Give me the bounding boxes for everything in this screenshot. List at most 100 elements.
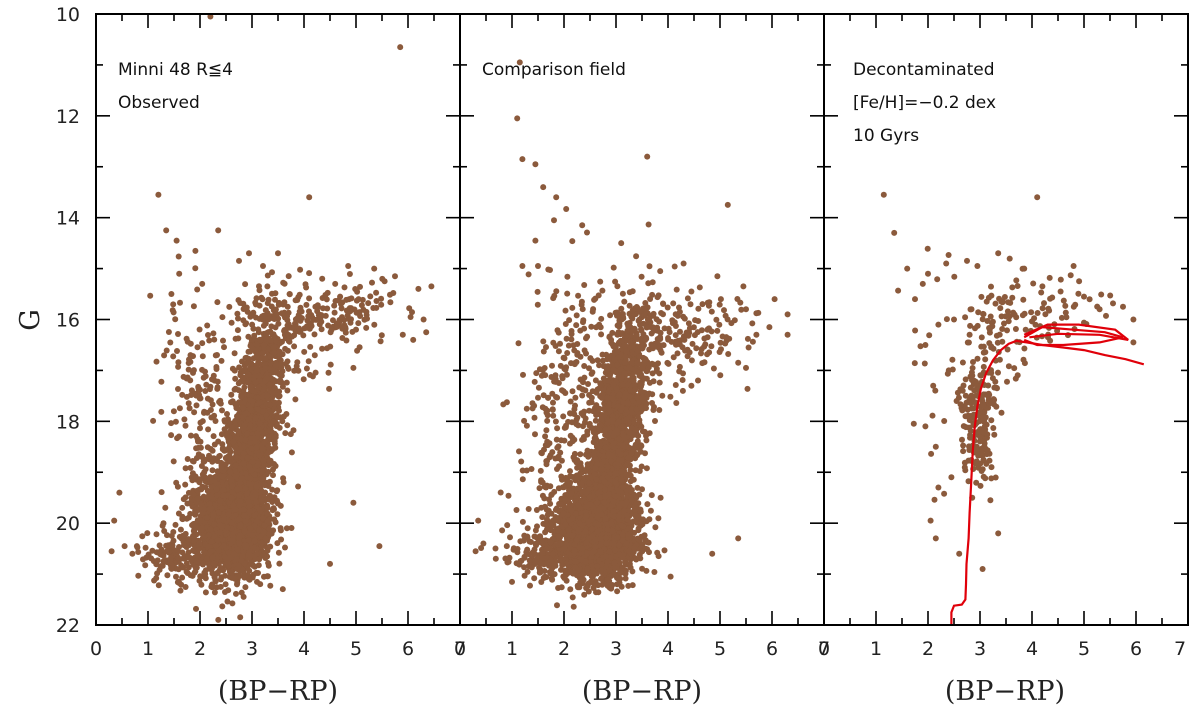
- x-tick-label: 2: [194, 638, 206, 660]
- data-point: [198, 486, 204, 492]
- data-point: [219, 407, 225, 413]
- data-point: [236, 516, 242, 522]
- data-point: [219, 314, 225, 320]
- data-point: [219, 441, 225, 447]
- y-tick-label: 22: [56, 615, 80, 637]
- data-point: [227, 469, 233, 475]
- data-point: [284, 422, 290, 428]
- data-point: [278, 527, 284, 533]
- data-point: [185, 339, 191, 345]
- data-point: [264, 573, 270, 579]
- data-point: [313, 370, 319, 376]
- data-point: [270, 390, 276, 396]
- data-point: [363, 325, 369, 331]
- data-point: [178, 527, 184, 533]
- data-point: [160, 523, 166, 529]
- data-point: [318, 312, 324, 318]
- data-point: [261, 522, 267, 528]
- y-axis-label: G: [15, 309, 46, 331]
- data-point: [248, 383, 254, 389]
- data-point: [324, 345, 330, 351]
- data-point: [365, 300, 371, 306]
- data-point: [211, 433, 217, 439]
- data-point: [226, 304, 232, 310]
- data-point: [276, 550, 282, 556]
- data-point: [148, 555, 154, 561]
- data-point: [223, 581, 229, 587]
- data-point: [193, 606, 199, 612]
- data-point: [242, 281, 248, 287]
- x-tick-label: 3: [246, 638, 258, 660]
- data-point: [410, 337, 416, 343]
- data-point: [357, 344, 363, 350]
- data-point: [215, 379, 221, 385]
- data-point: [319, 276, 325, 282]
- data-point: [176, 271, 182, 277]
- data-point: [188, 392, 194, 398]
- data-point: [284, 388, 290, 394]
- data-point: [293, 297, 299, 303]
- data-point: [272, 400, 278, 406]
- data-point: [274, 511, 280, 517]
- data-point: [259, 355, 265, 361]
- data-point: [203, 575, 209, 581]
- data-point: [242, 437, 248, 443]
- data-point: [328, 362, 334, 368]
- data-point: [170, 529, 176, 535]
- data-point: [176, 580, 182, 586]
- data-point: [165, 542, 171, 548]
- data-point: [185, 554, 191, 560]
- data-point: [226, 511, 232, 517]
- data-point: [356, 296, 362, 302]
- data-point: [306, 295, 312, 301]
- data-point: [390, 290, 396, 296]
- data-point: [281, 414, 287, 420]
- data-point: [273, 363, 279, 369]
- data-point: [267, 583, 273, 589]
- data-point: [221, 516, 227, 522]
- data-point: [312, 352, 318, 358]
- data-point: [173, 480, 179, 486]
- data-point: [260, 263, 266, 269]
- data-point: [287, 291, 293, 297]
- data-point: [256, 385, 262, 391]
- data-point: [237, 465, 243, 471]
- data-point: [297, 292, 303, 298]
- data-point: [309, 315, 315, 321]
- data-point: [177, 300, 183, 306]
- data-point: [292, 396, 298, 402]
- data-point: [320, 305, 326, 311]
- data-point: [249, 337, 255, 343]
- data-point: [289, 449, 295, 455]
- data-point: [261, 458, 267, 464]
- data-point: [257, 303, 263, 309]
- data-point: [235, 316, 241, 322]
- data-point: [197, 425, 203, 431]
- y-tick-label: 18: [56, 411, 80, 433]
- data-point: [211, 561, 217, 567]
- data-point: [271, 350, 277, 356]
- data-point: [224, 411, 230, 417]
- data-point: [265, 310, 271, 316]
- data-point: [242, 486, 248, 492]
- data-point: [284, 380, 290, 386]
- data-point: [187, 465, 193, 471]
- data-point: [256, 283, 262, 289]
- data-point: [344, 308, 350, 314]
- data-point: [367, 293, 373, 299]
- data-point: [264, 554, 270, 560]
- data-point: [350, 500, 356, 506]
- data-point: [155, 557, 161, 563]
- data-point: [254, 295, 260, 301]
- data-point: [244, 431, 250, 437]
- data-point: [267, 428, 273, 434]
- data-point: [332, 310, 338, 316]
- data-point: [280, 586, 286, 592]
- data-point: [331, 303, 337, 309]
- data-point: [164, 572, 170, 578]
- data-point: [265, 511, 271, 517]
- data-point: [174, 348, 180, 354]
- data-point: [339, 314, 345, 320]
- data-point: [270, 527, 276, 533]
